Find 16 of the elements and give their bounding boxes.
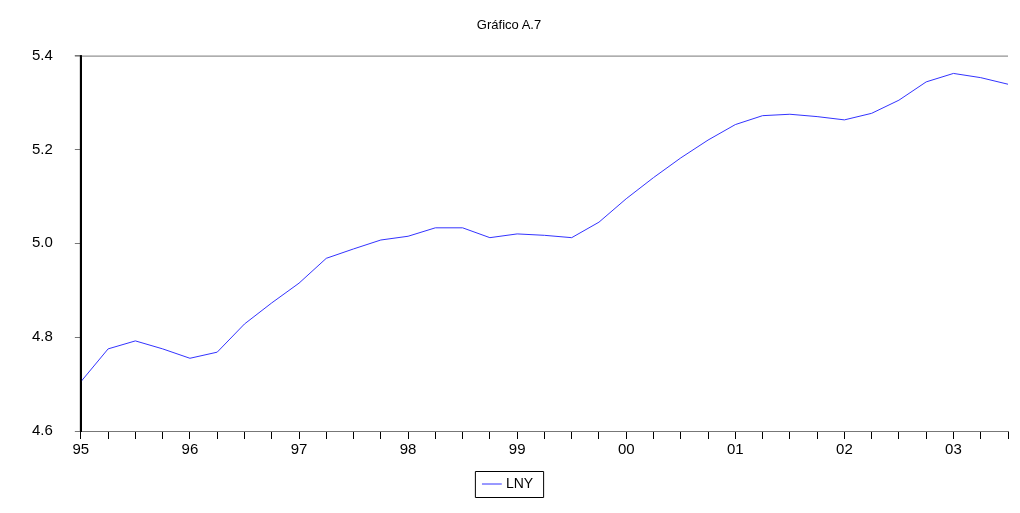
y-tick-label: 5.0	[31, 233, 53, 251]
chart-title: Gráfico A.7	[476, 17, 542, 33]
x-tick-label: 95	[72, 440, 90, 458]
x-tick-label: 98	[399, 440, 417, 458]
x-tick-label: 97	[290, 440, 308, 458]
x-tick-label: 96	[181, 440, 199, 458]
x-tick-label: 01	[726, 440, 744, 458]
x-tick-label: 00	[617, 440, 635, 458]
y-tick-label: 4.8	[31, 327, 53, 345]
legend-label: LNY	[505, 474, 534, 491]
x-tick-label: 03	[945, 440, 962, 458]
x-tick-label: 02	[836, 440, 853, 458]
y-tick-label: 5.4	[31, 45, 53, 63]
x-tick-label: 99	[508, 440, 526, 458]
y-tick-label: 4.6	[31, 421, 53, 439]
y-tick-label: 5.2	[31, 139, 53, 157]
